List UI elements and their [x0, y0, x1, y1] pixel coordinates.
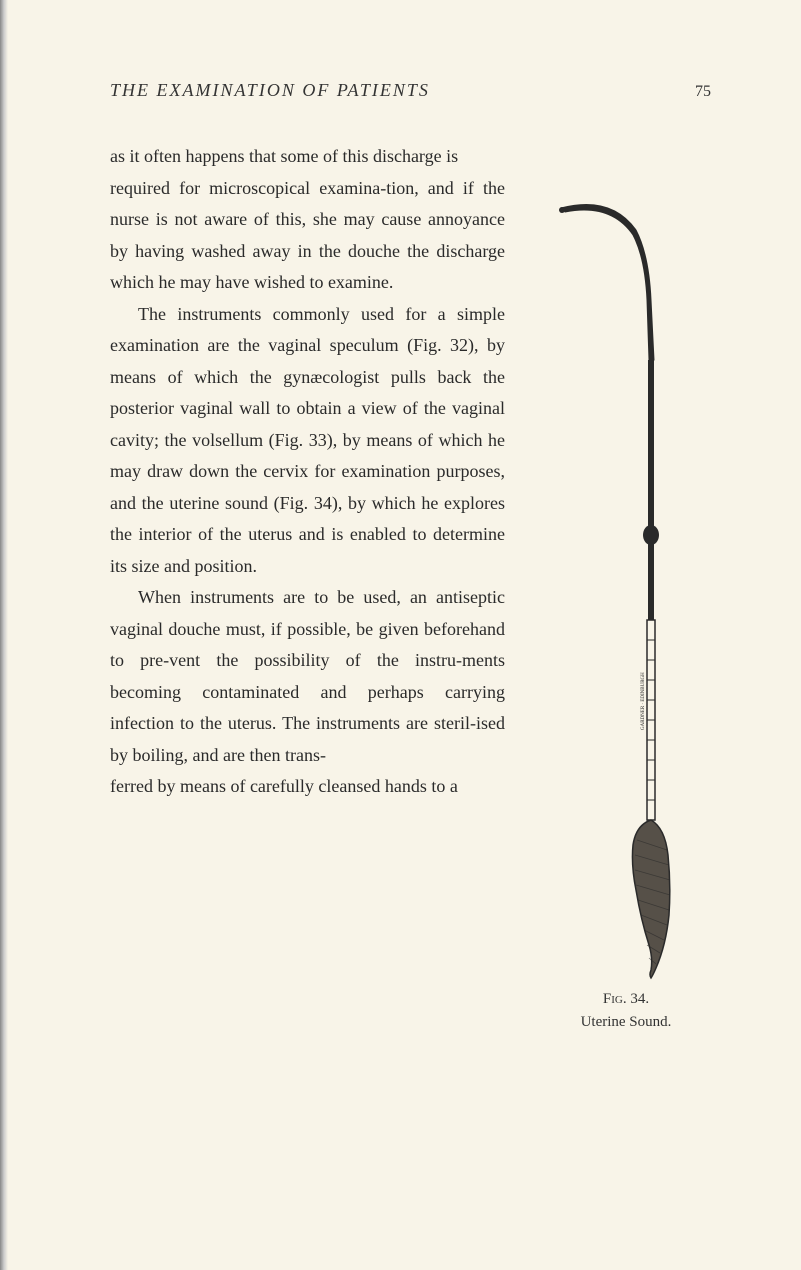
- page-number: 75: [695, 83, 711, 101]
- uterine-sound-illustration: GARDNER · EDINBURGH: [541, 200, 711, 980]
- instrument-inscription: GARDNER · EDINBURGH: [641, 672, 646, 730]
- narrow-text-column: required for microscopical examina-tion,…: [110, 173, 505, 772]
- page-header: THE EXAMINATION OF PATIENTS 75: [110, 80, 711, 101]
- paragraph-3: When instruments are to be used, an anti…: [110, 582, 505, 771]
- paragraph-1-line1: as it often happens that some of this di…: [110, 141, 711, 173]
- figure-caption: Fig. 34. Uterine Sound.: [581, 988, 672, 1033]
- instrument-tip: [561, 204, 654, 360]
- instrument-shaft-upper: [648, 360, 654, 620]
- paragraph-1-rest: required for microscopical examina-tion,…: [110, 173, 505, 299]
- figure-caption-text: Uterine Sound.: [581, 1014, 672, 1030]
- instrument-tip-ball: [559, 207, 565, 213]
- running-title: THE EXAMINATION OF PATIENTS: [110, 80, 430, 101]
- page-content: THE EXAMINATION OF PATIENTS 75 as it oft…: [0, 0, 801, 863]
- instrument-handle: [632, 820, 669, 978]
- figure-label: Fig. 34.: [603, 991, 649, 1007]
- instrument-bead: [643, 525, 659, 545]
- paragraph-2: The instruments commonly used for a simp…: [110, 299, 505, 583]
- figure-34: GARDNER · EDINBURGH Fig. 34. Uterine Sou…: [541, 200, 711, 1050]
